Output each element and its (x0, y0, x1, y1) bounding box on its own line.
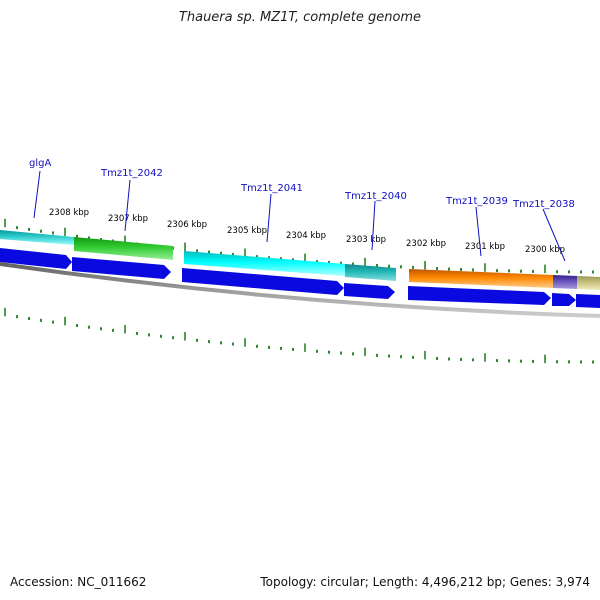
gene-band-Tmz1t_2038[interactable] (553, 275, 577, 289)
scale-label-2302: 2302 kbp (406, 239, 446, 249)
accession-text: Accession: NC_011662 (10, 575, 147, 589)
scale-label-2304: 2304 kbp (286, 231, 326, 241)
scale-label-2306: 2306 kbp (167, 220, 207, 230)
cds-arrows (0, 248, 600, 308)
gene-label-Tmz1t_2041[interactable]: Tmz1t_2041 (240, 183, 303, 194)
cds-arrow-Tmz1t_2041[interactable] (182, 268, 344, 295)
gene-label-glgA[interactable]: glgA (29, 158, 51, 169)
scale-ticks-inner (4, 307, 594, 364)
leader-Tmz1t_2041 (266, 193, 272, 243)
cds-arrow-glgA[interactable] (0, 248, 72, 269)
label-leaders (33, 170, 566, 262)
map-title: Thauera sp. MZ1T, complete genome (178, 10, 422, 25)
scale-label-2307: 2307 kbp (108, 214, 148, 224)
leader-Tmz1t_2039 (475, 206, 482, 257)
scale-label-2301: 2301 kbp (465, 242, 505, 252)
scale-label-2300: 2300 kbp (525, 245, 565, 255)
leader-Tmz1t_2038 (542, 208, 566, 262)
cds-arrow-Tmz1t_2042[interactable] (72, 257, 171, 279)
gene-label-Tmz1t_2040[interactable]: Tmz1t_2040 (344, 191, 407, 202)
gene-band-glgA[interactable] (0, 230, 74, 245)
genome-backbone (0, 262, 600, 318)
gene-band-Tmz1t_2042[interactable] (74, 237, 173, 260)
leader-Tmz1t_2042 (124, 179, 131, 232)
gene-label-Tmz1t_2042[interactable]: Tmz1t_2042 (100, 168, 163, 179)
gene-band-Tmz1t_2040[interactable] (345, 264, 396, 281)
cds-arrow-Tmz1t_2038[interactable] (552, 293, 576, 306)
genome-summary-text: Topology: circular; Length: 4,496,212 bp… (260, 575, 590, 589)
scale-label-2308: 2308 kbp (49, 208, 89, 218)
gene-label-Tmz1t_2038[interactable]: Tmz1t_2038 (512, 199, 575, 210)
cds-arrow-next[interactable] (576, 294, 600, 308)
leader-glgA (33, 170, 41, 219)
scale-label-2305: 2305 kbp (227, 226, 267, 236)
gene-label-Tmz1t_2039[interactable]: Tmz1t_2039 (445, 196, 508, 207)
scale-label-2303: 2303 kbp (346, 235, 386, 245)
gene-band-next[interactable] (577, 276, 600, 290)
leader-Tmz1t_2040 (371, 200, 376, 251)
cds-arrow-Tmz1t_2040[interactable] (344, 283, 395, 299)
gene-band-Tmz1t_2041[interactable] (184, 251, 345, 276)
gene-band-Tmz1t_2039[interactable] (409, 269, 553, 288)
cds-arrow-Tmz1t_2039[interactable] (408, 286, 551, 305)
